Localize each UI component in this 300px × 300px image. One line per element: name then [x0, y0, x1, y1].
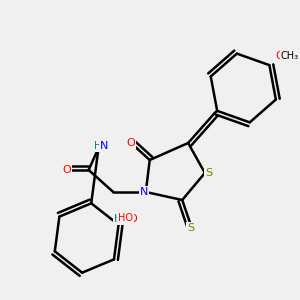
Text: O: O	[127, 138, 135, 148]
Text: HO: HO	[118, 213, 133, 223]
Text: O: O	[129, 214, 137, 224]
Text: N: N	[140, 187, 148, 197]
Text: H: H	[114, 214, 122, 224]
Text: CH₃: CH₃	[280, 51, 299, 61]
Text: O: O	[275, 51, 284, 61]
Text: O: O	[63, 165, 71, 175]
Text: S: S	[188, 223, 195, 233]
Text: S: S	[205, 168, 212, 178]
Text: H: H	[94, 141, 101, 151]
Text: N: N	[100, 141, 109, 151]
